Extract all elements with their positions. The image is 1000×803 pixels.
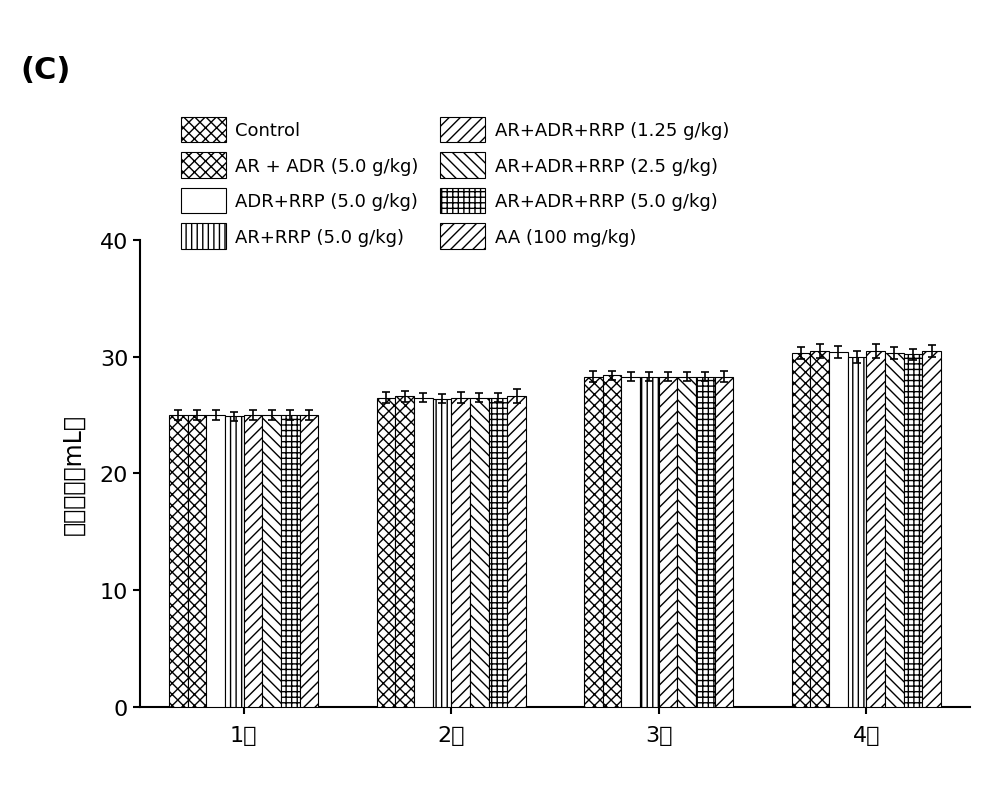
Bar (922, 352, 941, 707)
Bar (696, 377, 715, 707)
Bar (829, 353, 848, 707)
Legend: Control, AR + ADR (5.0 g/kg), ADR+RRP (5.0 g/kg), AR+RRP (5.0 g/kg), AR+ADR+RRP : Control, AR + ADR (5.0 g/kg), ADR+RRP (5… (174, 110, 736, 256)
Bar (792, 354, 810, 707)
Bar (414, 398, 433, 707)
Bar (810, 352, 829, 707)
Bar (300, 416, 318, 707)
Text: (C): (C) (20, 56, 70, 85)
Bar (262, 416, 281, 707)
Bar (603, 376, 621, 707)
Bar (885, 354, 904, 707)
Bar (244, 416, 262, 707)
Bar (507, 397, 526, 707)
Bar (904, 355, 922, 707)
Bar (206, 416, 225, 707)
Bar (169, 416, 188, 707)
Bar (866, 352, 885, 707)
Bar (621, 377, 640, 707)
Bar (470, 398, 489, 707)
Bar (584, 377, 603, 707)
Bar (225, 417, 244, 707)
Bar (188, 416, 206, 707)
Bar (848, 357, 866, 707)
Bar (377, 398, 395, 707)
Bar (677, 377, 696, 707)
Bar (433, 399, 451, 707)
Bar (281, 416, 300, 707)
Bar (489, 398, 507, 707)
Bar (395, 397, 414, 707)
Bar (451, 398, 470, 707)
Bar (640, 377, 659, 707)
Bar (659, 377, 677, 707)
Y-axis label: 水摄入量（mL）: 水摄入量（mL） (62, 414, 86, 534)
Bar (715, 377, 733, 707)
